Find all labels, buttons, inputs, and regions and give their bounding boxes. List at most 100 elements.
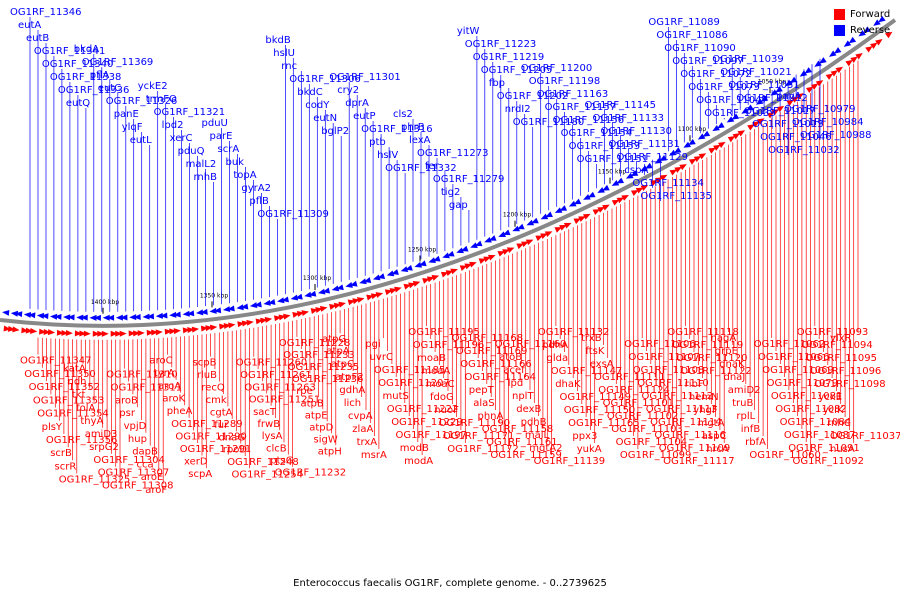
reverse-gene-label: OG1RF_11031 bbox=[728, 80, 800, 91]
reverse-gene-label: pflB bbox=[249, 196, 269, 207]
reverse-feature bbox=[308, 290, 317, 297]
reverse-feature bbox=[531, 217, 539, 224]
forward-gene-label: atpE bbox=[305, 410, 328, 421]
forward-gene-label: OG1RF_11190 bbox=[439, 418, 511, 429]
forward-gene-label: fdoG bbox=[430, 392, 454, 403]
forward-gene-label: OG1RF_11079 bbox=[767, 378, 839, 389]
forward-gene-label: OG1RF_11207 bbox=[378, 378, 450, 389]
reverse-gene-label: OG1RF_11200 bbox=[521, 63, 593, 74]
forward-gene-label: srpG2 bbox=[89, 442, 119, 453]
reverse-gene-label: OG1RF_11086 bbox=[656, 30, 728, 41]
reverse-gene-label: OG1RF_11097 bbox=[672, 56, 744, 67]
forward-gene-label: ndh bbox=[68, 377, 87, 388]
reverse-gene-label: topA bbox=[233, 170, 256, 181]
forward-feature bbox=[815, 80, 824, 87]
reverse-swatch bbox=[834, 24, 845, 36]
reverse-feature bbox=[107, 314, 115, 321]
forward-feature bbox=[635, 187, 644, 194]
reverse-feature bbox=[50, 313, 58, 320]
forward-gene-label: OG1RF_11308 bbox=[102, 481, 174, 492]
legend-reverse-label: Reverse bbox=[850, 24, 891, 36]
forward-feature bbox=[445, 270, 454, 276]
forward-feature bbox=[698, 153, 707, 160]
reverse-feature bbox=[668, 149, 677, 156]
forward-gene-label: OG1RF_11150 bbox=[564, 405, 636, 416]
forward-gene-label: dapB bbox=[132, 447, 158, 458]
forward-gene-label: ptsG bbox=[270, 456, 293, 467]
forward-feature bbox=[791, 96, 799, 103]
forward-gene-label: uvrC bbox=[370, 352, 393, 363]
forward-gene-label: OG1RF_11066 bbox=[758, 352, 830, 363]
strand-legend: Forward Reverse bbox=[834, 6, 896, 38]
reverse-gene-label: scrA bbox=[218, 144, 240, 155]
forward-features bbox=[3, 31, 893, 337]
forward-feature bbox=[693, 156, 702, 163]
forward-gene-label: lysA bbox=[262, 431, 283, 442]
forward-feature bbox=[592, 209, 601, 216]
tick-label: 1400 kbp bbox=[91, 299, 119, 306]
forward-feature bbox=[338, 301, 346, 308]
forward-gene-label: OG1RF_11353 bbox=[33, 395, 105, 406]
reverse-feature bbox=[268, 299, 276, 305]
forward-gene-label: pdhB bbox=[521, 417, 547, 428]
reverse-gene-label: OG1RF_11332 bbox=[385, 163, 457, 174]
forward-feature bbox=[74, 330, 82, 337]
reverse-feature bbox=[227, 305, 235, 312]
reverse-gene-label: OG1RF_11039 bbox=[712, 54, 784, 65]
forward-feature bbox=[616, 197, 625, 204]
forward-feature bbox=[830, 70, 839, 77]
reverse-gene-label: lpd2 bbox=[162, 120, 184, 131]
reverse-gene-label: OG1RF_11301 bbox=[329, 72, 401, 83]
forward-gene-label: OG1RF_11099 bbox=[620, 450, 692, 461]
reverse-feature bbox=[414, 261, 423, 268]
forward-gene-label: xerD bbox=[184, 457, 208, 468]
reverse-gene-label: eutA bbox=[18, 20, 41, 31]
reverse-gene-label: nrdI2 bbox=[505, 104, 531, 115]
reverse-gene-label: OG1RF_11047 bbox=[696, 95, 768, 106]
reverse-gene-label: parE bbox=[210, 131, 233, 142]
forward-gene-label: fur bbox=[214, 420, 229, 431]
forward-feature bbox=[137, 330, 145, 337]
reverse-feature bbox=[829, 50, 837, 57]
forward-gene-label: aroF bbox=[145, 485, 167, 496]
legend-reverse: Reverse bbox=[834, 22, 896, 38]
reverse-feature bbox=[133, 314, 141, 321]
reverse-feature bbox=[254, 301, 262, 308]
forward-gene-label: aroB bbox=[115, 395, 138, 406]
forward-gene-label: OG1RF_11161 bbox=[486, 437, 557, 448]
forward-gene-label: msrA bbox=[361, 450, 387, 461]
forward-feature bbox=[440, 271, 449, 278]
forward-feature bbox=[559, 224, 567, 231]
reverse-features bbox=[2, 15, 886, 321]
reverse-gene-label: OG1RF_11090 bbox=[664, 43, 736, 54]
forward-gene-label: OG1RF_11092 bbox=[793, 456, 865, 467]
forward-feature bbox=[870, 42, 878, 49]
forward-gene-label: ppx3 bbox=[572, 431, 597, 442]
forward-gene-label: OG1RF_11132 bbox=[538, 327, 610, 338]
forward-gene-label: dnaG bbox=[219, 432, 246, 443]
forward-gene-label: OG1RF_11093 bbox=[797, 327, 869, 338]
forward-gene-label: clcB bbox=[266, 443, 287, 454]
forward-gene-label: yclK bbox=[823, 405, 844, 416]
reverse-feature bbox=[209, 307, 217, 314]
reverse-gene-label: fer bbox=[425, 161, 440, 172]
forward-gene-label: ftsK bbox=[585, 346, 604, 357]
forward-feature bbox=[356, 297, 365, 303]
forward-feature bbox=[182, 327, 190, 334]
forward-feature bbox=[786, 99, 794, 106]
reverse-feature bbox=[814, 60, 822, 67]
reverse-gene-label: buk bbox=[226, 157, 245, 168]
forward-gene-label: mgtA2 bbox=[529, 443, 562, 454]
forward-feature bbox=[21, 327, 29, 334]
reverse-gene-label: malL2 bbox=[186, 159, 217, 170]
forward-gene-label: OG1RF_11233 bbox=[283, 350, 355, 361]
forward-gene-label: OG1RF_11087 bbox=[784, 430, 856, 441]
reverse-gene-label: OG1RF_11163 bbox=[537, 89, 609, 100]
forward-gene-label: OG1RF_11304 bbox=[93, 455, 164, 466]
forward-gene-label: OG1RF_11185 bbox=[374, 365, 446, 376]
forward-feature bbox=[747, 124, 755, 131]
reverse-feature bbox=[41, 313, 49, 320]
forward-gene-label: moaB bbox=[417, 353, 446, 364]
forward-feature bbox=[875, 38, 883, 46]
forward-gene-label: OG1RF_11235 bbox=[288, 362, 360, 373]
